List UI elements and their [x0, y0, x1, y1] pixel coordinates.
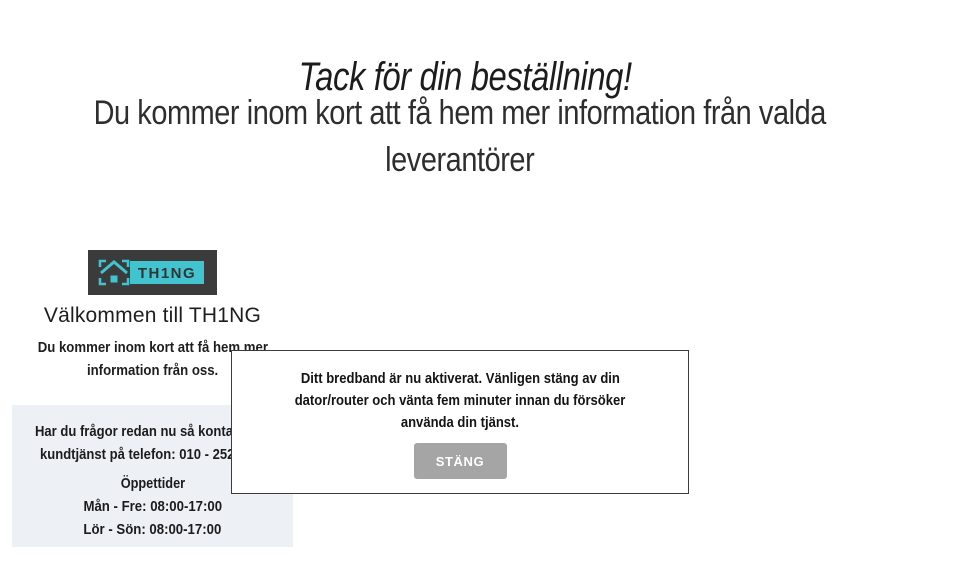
close-button[interactable]: STÄNG — [413, 443, 507, 479]
provider-section: TH1NG Välkommen till TH1NG Du kommer ino… — [10, 250, 295, 382]
dialog-message-line: använda din tjänst. — [400, 414, 520, 431]
dialog-message-line: dator/router och vänta fem minuter innan… — [294, 392, 626, 409]
page-title: Tack för din beställning! — [0, 55, 930, 100]
provider-message-line: information från oss. — [86, 362, 219, 379]
page-subtitle-line: leverantörer — [385, 141, 535, 179]
page-subtitle-line: Du kommer inom kort att få hem mer infor… — [93, 94, 827, 132]
contact-line-1: Har du frågor redan nu så konta — [35, 423, 233, 440]
page-subtitle: Du kommer inom kort att få hem mer infor… — [0, 90, 920, 184]
broadband-activated-dialog: Ditt bredband är nu aktiverat. Vänligen … — [231, 350, 689, 494]
opening-hours-title: Öppettider — [120, 475, 185, 492]
dialog-message-line: Ditt bredband är nu aktiverat. Vänligen … — [300, 370, 620, 387]
provider-welcome-heading: Välkommen till TH1NG — [43, 304, 262, 327]
smart-home-scan-icon — [98, 259, 130, 286]
page-title-text: Tack för din beställning! — [298, 54, 632, 99]
contact-line-2: kundtjänst på telefon: 010 - 252 — [40, 446, 235, 463]
provider-message-line: Du kommer inom kort att få hem mer — [37, 339, 268, 356]
opening-hours-weekdays: Mån - Fre: 08:00-17:00 — [83, 498, 222, 515]
thing-logo-image: TH1NG — [88, 250, 217, 295]
opening-hours-weekend: Lör - Sön: 08:00-17:00 — [83, 521, 222, 538]
dialog-message: Ditt bredband är nu aktiverat. Vänligen … — [232, 351, 688, 434]
logo-wordmark: TH1NG — [138, 265, 196, 282]
provider-message: Du kommer inom kort att få hem mer infor… — [10, 336, 295, 382]
thing-logo: TH1NG — [88, 250, 217, 295]
